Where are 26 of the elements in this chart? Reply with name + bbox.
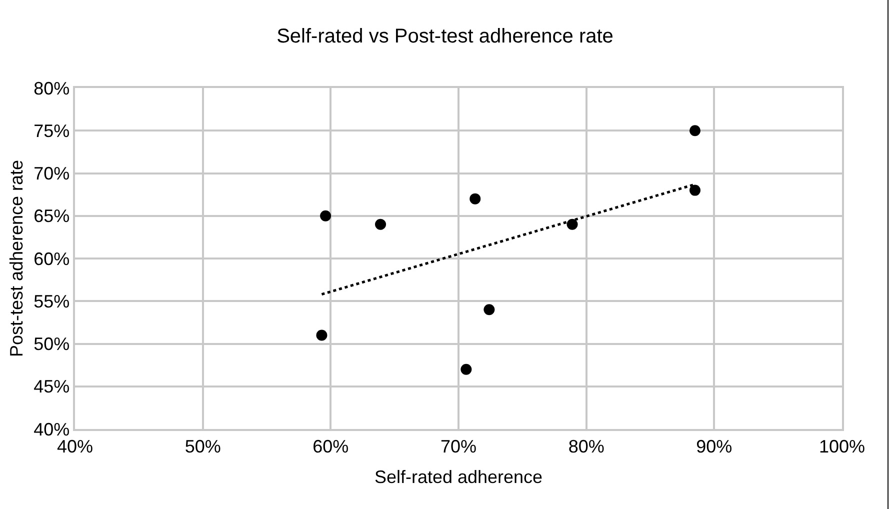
y-tick-label: 75%: [34, 120, 70, 141]
point: [484, 304, 495, 316]
y-tick-label: 50%: [34, 334, 70, 354]
point: [320, 210, 332, 222]
y-tick-label: 70%: [34, 164, 70, 184]
point: [460, 364, 472, 375]
point: [470, 193, 481, 204]
chart-title: Self-rated vs Post-test adherence rate: [276, 26, 614, 48]
point: [375, 218, 386, 230]
x-tick-label: 100%: [818, 436, 866, 456]
x-tick-label: 80%: [568, 436, 604, 456]
x-tick-label: 50%: [184, 436, 221, 456]
point: [316, 330, 328, 341]
y-tick-label: 80%: [34, 78, 70, 98]
point: [566, 218, 578, 230]
point: [689, 125, 700, 136]
y-tick-label: 60%: [34, 248, 70, 269]
point: [689, 184, 700, 196]
x-tick-label: 60%: [312, 436, 349, 456]
y-tick-label: 65%: [34, 206, 70, 226]
x-tick-label: 70%: [440, 436, 477, 456]
y-tick-label: 45%: [34, 376, 70, 397]
x-axis-title: Self-rated adherence: [374, 466, 543, 487]
y-axis-title: Post-test adherence rate: [6, 160, 26, 358]
y-tick-label: 55%: [34, 291, 70, 312]
x-tick-label: 90%: [696, 436, 732, 456]
